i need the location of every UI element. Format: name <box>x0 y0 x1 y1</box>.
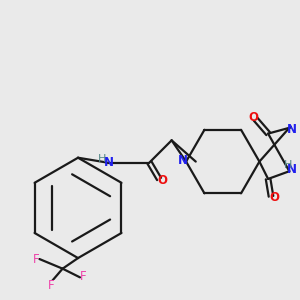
Text: N: N <box>287 123 297 136</box>
Text: N: N <box>178 154 188 167</box>
Text: F: F <box>80 270 86 283</box>
Text: O: O <box>248 111 258 124</box>
Text: N: N <box>287 163 297 176</box>
Text: O: O <box>269 191 280 204</box>
Text: H: H <box>98 154 106 164</box>
Text: H: H <box>284 160 292 170</box>
Text: F: F <box>33 253 39 266</box>
Text: F: F <box>48 279 54 292</box>
Text: N: N <box>104 156 114 169</box>
Text: O: O <box>157 174 167 187</box>
